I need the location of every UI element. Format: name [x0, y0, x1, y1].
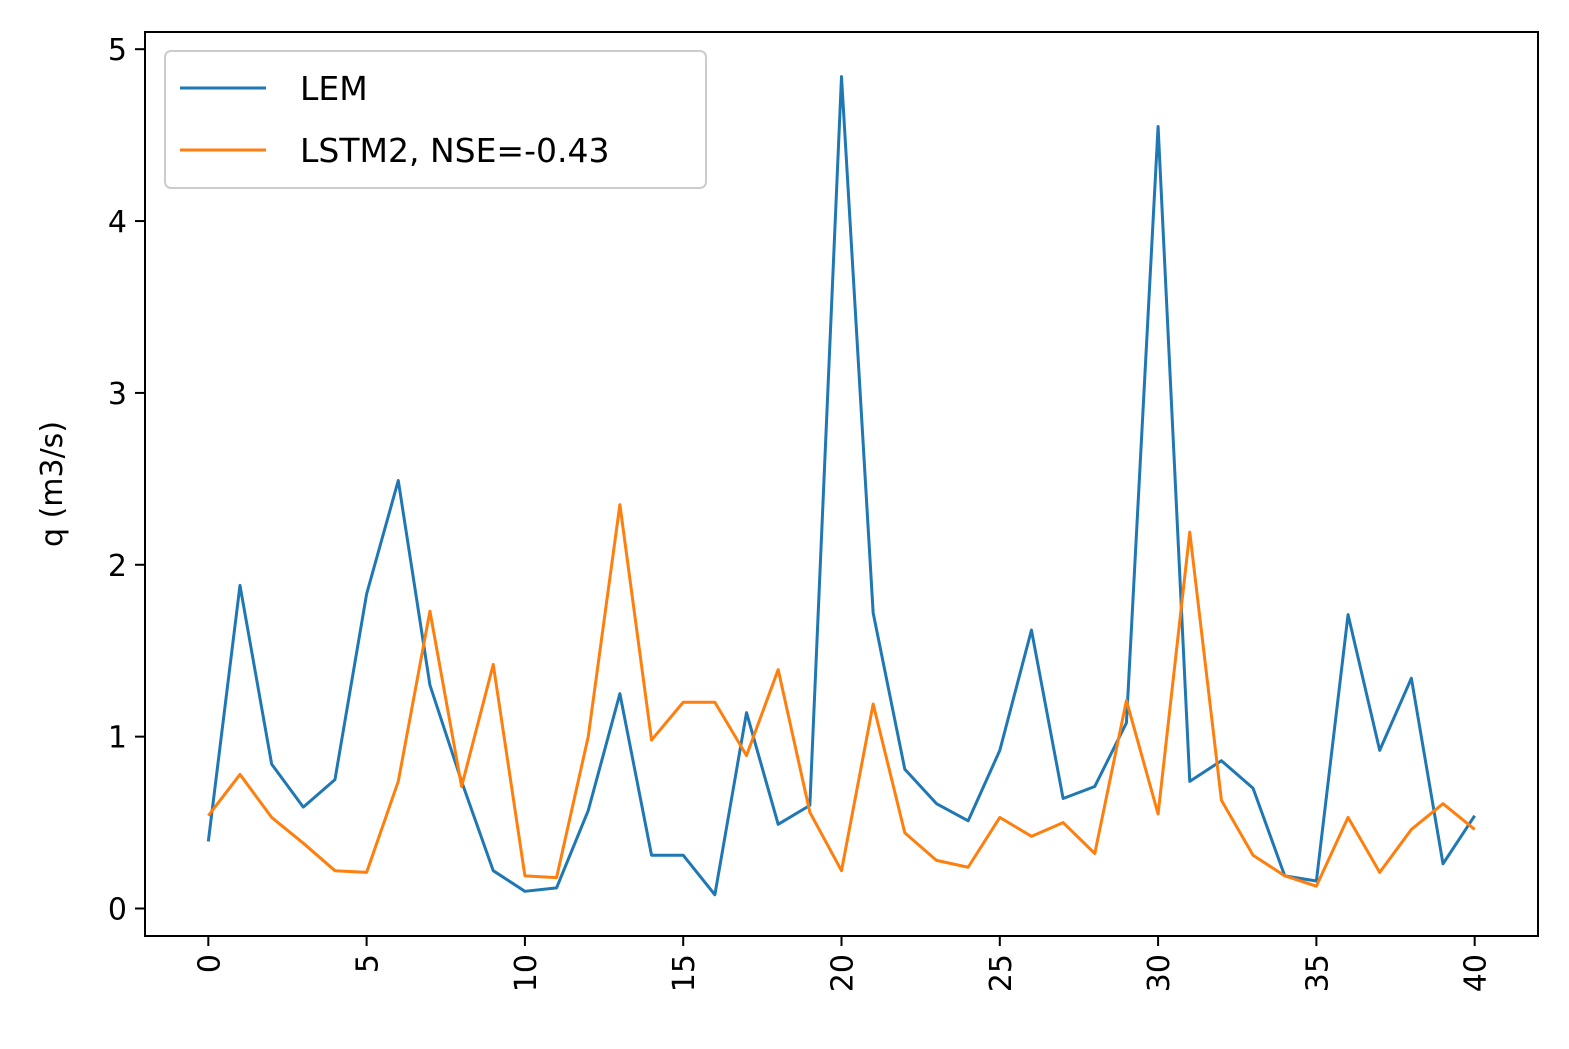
y-tick-label: 0	[108, 893, 127, 928]
x-tick-label: 30	[1142, 954, 1177, 992]
x-axis: 0 5 10 15 20 25 30 35 40	[192, 936, 1494, 992]
legend-label-lstm2: LSTM2, NSE=-0.43	[300, 131, 609, 170]
legend-label-lem: LEM	[300, 69, 368, 108]
x-tick-label: 25	[984, 954, 1019, 992]
series-line-lstm2	[207, 503, 1476, 888]
x-tick-label: 0	[192, 954, 227, 973]
y-tick-label: 5	[108, 33, 127, 68]
y-axis: 0 1 2 3 4 5	[108, 33, 145, 928]
legend: LEM LSTM2, NSE=-0.43	[164, 50, 707, 189]
y-tick-label: 3	[108, 377, 127, 412]
y-axis-label: q (m3/s)	[35, 421, 70, 547]
x-tick-label: 15	[667, 954, 702, 992]
series-lines	[206, 75, 1476, 897]
series-line-lem	[206, 75, 1476, 897]
y-tick-label: 2	[108, 549, 127, 584]
x-tick-label: 35	[1300, 954, 1335, 992]
x-tick-label: 20	[826, 954, 861, 992]
x-tick-label: 10	[509, 954, 544, 992]
legend-box	[164, 50, 707, 189]
y-tick-label: 4	[108, 205, 127, 240]
x-tick-label: 40	[1459, 954, 1494, 992]
y-tick-label: 1	[108, 721, 127, 756]
x-tick-label: 5	[351, 954, 386, 973]
